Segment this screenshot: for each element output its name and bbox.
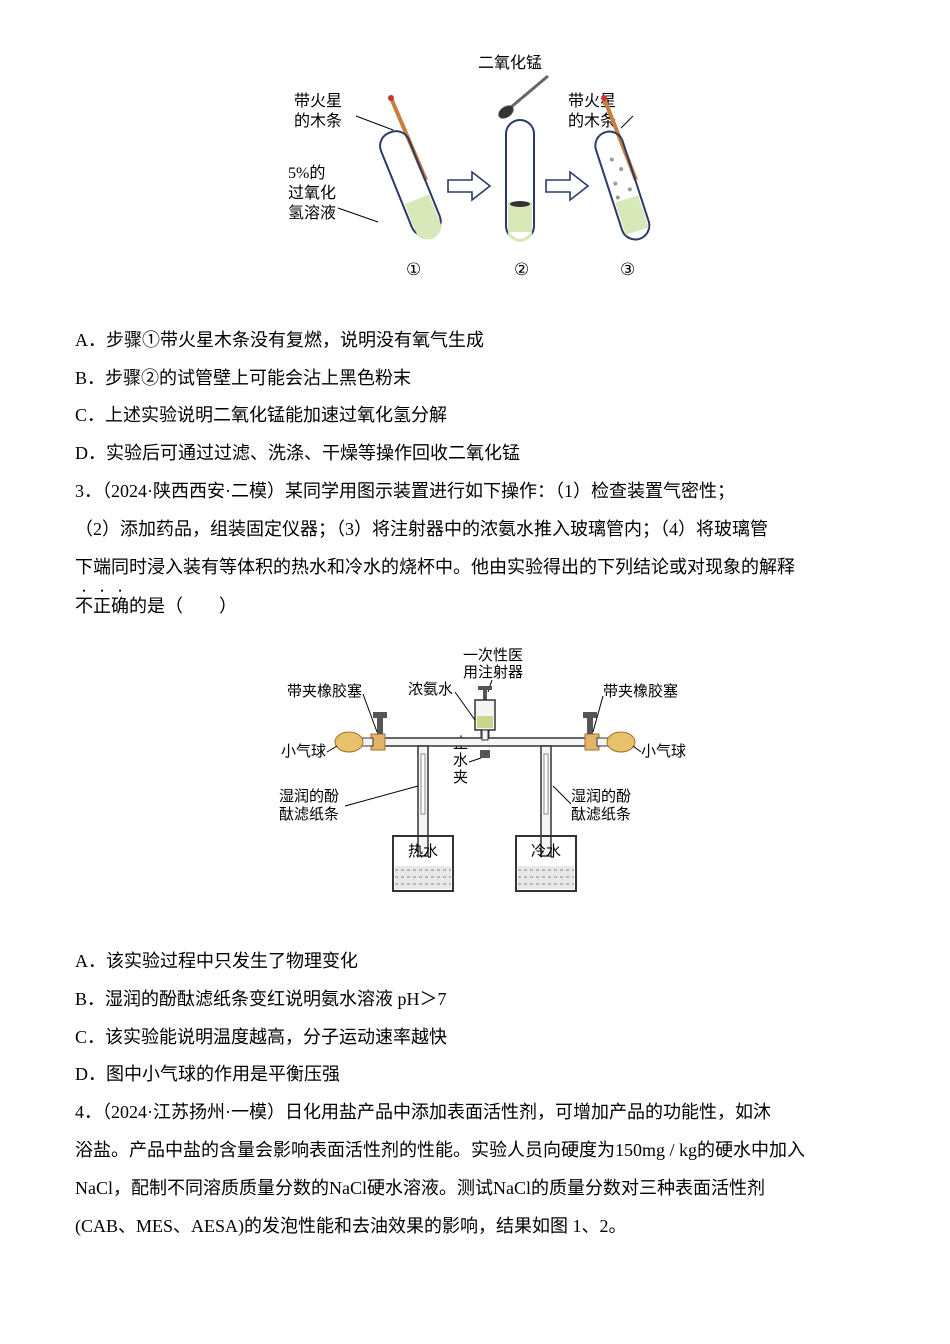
q2-option-d: D．实验后可通过过滤、洗涤、干燥等操作回收二氧化锰 bbox=[75, 435, 880, 473]
right-vertical-tube bbox=[541, 746, 551, 856]
svg-text:冷水: 冷水 bbox=[531, 843, 561, 860]
q3-line2: （2）添加药品，组装固定仪器；（3）将注射器中的浓氨水推入玻璃管内；（4）将玻璃… bbox=[75, 511, 880, 549]
q4-formula-hardness: 150mg / kg bbox=[615, 1140, 697, 1160]
svg-text:湿润的酚: 湿润的酚 bbox=[571, 788, 631, 805]
q4-line2-b: 的硬水中加入 bbox=[697, 1140, 805, 1160]
q3-option-a: A．该实验过程中只发生了物理变化 bbox=[75, 943, 880, 981]
q4-line4: (CAB、MES、AESA)的发泡性能和去油效果的影响，结果如图 1、2。 bbox=[75, 1208, 880, 1246]
q4-nacl-2: NaCl bbox=[329, 1178, 367, 1198]
q4-nacl-1: NaCl bbox=[75, 1178, 113, 1198]
q4-line2-a: 浴盐。产品中盐的含量会影响表面活性剂的性能。实验人员向硬度为 bbox=[75, 1140, 615, 1160]
svg-text:②: ② bbox=[514, 260, 529, 279]
svg-text:氢溶液: 氢溶液 bbox=[288, 204, 336, 222]
q3-line4: 不正确的是（ ） bbox=[75, 586, 880, 626]
svg-text:水: 水 bbox=[453, 752, 468, 769]
q2-option-b: B．步骤②的试管壁上可能会沾上黑色粉末 bbox=[75, 360, 880, 398]
q4-line3-f: 的质量分数对三种表面活性剂 bbox=[531, 1178, 765, 1198]
arrow-1-icon bbox=[448, 172, 490, 200]
svg-text:的木条: 的木条 bbox=[294, 112, 342, 130]
q3-option-b: B．湿润的酚酞滤纸条变红说明氨水溶液 pH＞7 bbox=[75, 981, 880, 1019]
svg-text:酞滤纸条: 酞滤纸条 bbox=[279, 806, 339, 823]
q4-nacl-3: NaCl bbox=[493, 1178, 531, 1198]
svg-text:带夹橡胶塞: 带夹橡胶塞 bbox=[287, 682, 362, 700]
tube-2 bbox=[506, 120, 534, 242]
diagram2-svg: 一次性医 用注射器 浓氨水 止 水 夹 bbox=[263, 646, 693, 911]
right-balloon-icon bbox=[597, 732, 635, 752]
svg-text:用注射器: 用注射器 bbox=[463, 664, 523, 681]
q2-option-c: C．上述实验说明二氧化锰能加速过氧化氢分解 bbox=[75, 397, 880, 435]
q3-tail: 的是（ ） bbox=[129, 596, 237, 616]
q4-line3: NaCl，配制不同溶质质量分数的NaCl硬水溶液。测试NaCl的质量分数对三种表… bbox=[75, 1170, 880, 1208]
q2-option-a: A．步骤①带火星木条没有复燃，说明没有氧气生成 bbox=[75, 322, 880, 360]
spoon-icon bbox=[496, 76, 547, 121]
diagram1-svg: 二氧化锰 带火星 的木条 5%的 过 bbox=[288, 50, 668, 290]
svg-text:③: ③ bbox=[620, 260, 635, 279]
diagram-ammonia-experiment: 一次性医 用注射器 浓氨水 止 水 夹 bbox=[75, 646, 880, 925]
svg-text:过氧化: 过氧化 bbox=[288, 184, 336, 202]
svg-text:酞滤纸条: 酞滤纸条 bbox=[571, 806, 631, 823]
tube-1: 带火星 的木条 5%的 过氧化 氢溶液 bbox=[288, 92, 447, 244]
q3-line3: 下端同时浸入装有等体积的热水和冷水的烧杯中。他由实验得出的下列结论或对现象的解释 bbox=[75, 549, 880, 587]
q3-option-d: D．图中小气球的作用是平衡压强 bbox=[75, 1056, 880, 1094]
q4-line3-d: 硬水溶液。测试 bbox=[367, 1178, 493, 1198]
svg-text:①: ① bbox=[406, 260, 421, 279]
q3-option-c: C．该实验能说明温度越高，分子运动速率越快 bbox=[75, 1019, 880, 1057]
svg-text:热水: 热水 bbox=[408, 843, 438, 860]
arrow-2-icon bbox=[546, 172, 588, 200]
left-vertical-tube bbox=[418, 746, 428, 856]
svg-text:一次性医: 一次性医 bbox=[463, 647, 523, 664]
q4-line1: 4．（2024·江苏扬州·一模）日化用盐产品中添加表面活性剂，可增加产品的功能性… bbox=[75, 1094, 880, 1132]
q4-line3-b: ，配制不同溶质质量分数的 bbox=[113, 1178, 329, 1198]
svg-text:小气球: 小气球 bbox=[641, 743, 686, 760]
svg-text:湿润的酚: 湿润的酚 bbox=[279, 788, 339, 805]
q3-emphasis: 不正确 bbox=[75, 596, 129, 616]
svg-text:带火星: 带火星 bbox=[294, 92, 342, 110]
diagram-tube-experiment: 二氧化锰 带火星 的木条 5%的 过 bbox=[75, 50, 880, 304]
tube-3: 带火星 的木条 bbox=[568, 92, 653, 243]
svg-text:带夹橡胶塞: 带夹橡胶塞 bbox=[603, 682, 678, 700]
q3-line1: 3．（2024·陕西西安·二模）某同学用图示装置进行如下操作：（1）检查装置气密… bbox=[75, 473, 880, 511]
svg-text:浓氨水: 浓氨水 bbox=[408, 681, 453, 698]
left-balloon-icon bbox=[335, 732, 373, 752]
svg-text:小气球: 小气球 bbox=[281, 743, 326, 760]
svg-text:夹: 夹 bbox=[453, 769, 468, 786]
svg-text:5%的: 5%的 bbox=[288, 164, 325, 182]
t-tube bbox=[383, 730, 587, 746]
q4-line2: 浴盐。产品中盐的含量会影响表面活性剂的性能。实验人员向硬度为150mg / kg… bbox=[75, 1132, 880, 1170]
mno2-label: 二氧化锰 bbox=[478, 54, 542, 72]
